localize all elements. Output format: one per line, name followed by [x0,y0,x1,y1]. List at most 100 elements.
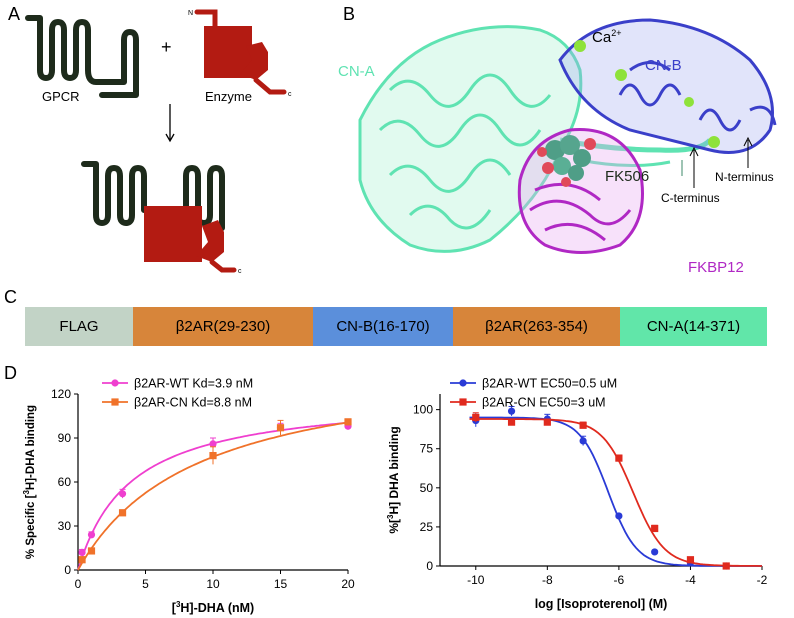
x-tick-label: -8 [542,573,553,587]
legend-marker [459,398,467,406]
enzyme-n-label: N [188,10,193,17]
n-terminus-arrow-head [743,136,753,147]
data-point [615,512,623,520]
construct-segment: CN-B(16-170) [313,307,453,346]
fusion-c-label: c [238,268,242,275]
x-axis-label: [3H]-DHA (nM) [172,600,254,615]
panel-a-schematic: GPCR + N c Enzyme c [25,9,292,275]
series-curve [469,418,762,567]
ca-label: Ca2+ [592,28,621,46]
fkbp12-structure [517,128,644,254]
y-tick-label: 60 [58,475,72,489]
data-point [579,437,587,445]
x-axis-label: log [Isoproterenol] (M) [535,597,668,611]
construct-segment: FLAG [25,307,133,346]
fk506-ligand [537,135,596,187]
legend-label: β2AR-CN Kd=8.8 nM [134,396,252,410]
ca-ion [574,40,586,52]
series-curve [469,416,762,567]
data-point [276,424,285,432]
cn-a-label: CN-A [338,63,375,80]
enzyme-n-tail [194,9,218,31]
enzyme-label: Enzyme [205,89,252,104]
y-tick-label: 90 [58,431,72,445]
data-point [87,547,96,555]
ca-ion [615,69,627,81]
x-tick-label: 5 [142,577,149,591]
fusion-c-tail [209,259,237,273]
construct-segment: CN-A(14-371) [620,307,767,346]
y-tick-label: 25 [420,520,434,534]
legend-label: β2AR-WT Kd=3.9 nM [134,377,253,391]
data-point [209,452,217,460]
data-point [651,548,659,556]
x-tick-label: 0 [75,577,82,591]
data-point [507,418,516,426]
x-tick-label: -6 [614,573,625,587]
data-point [87,531,96,539]
data-point [209,440,217,448]
panel-letter-c: C [4,287,17,307]
enzyme-c-label: c [288,91,292,98]
enzyme-c-tail [253,77,287,95]
enzyme-domain [240,42,268,80]
panel-letter-b: B [343,4,356,24]
data-point [543,418,551,426]
c-terminus-label: C-terminus [661,191,720,205]
ca-ion [684,97,694,107]
fusion-arrow-head [165,133,175,143]
legend-marker [111,398,119,406]
data-point [472,413,480,422]
construct-segment: β2AR(263-354) [453,307,620,346]
fusion-gpcr-shape [81,161,225,231]
x-tick-label: 15 [274,577,288,591]
x-tick-label: 20 [341,577,355,591]
data-point [78,548,86,556]
fusion-enzyme-domain [196,220,224,262]
data-point [615,454,623,462]
plus-sign: + [161,37,172,57]
x-tick-label: 10 [206,577,220,591]
y-tick-label: 120 [51,387,71,401]
y-axis-label: %[3H] DHA binding [386,426,401,533]
c-terminus-arrow-head [689,146,699,157]
y-tick-label: 75 [420,442,434,456]
x-tick-label: -10 [467,573,485,587]
y-tick-label: 0 [426,559,433,573]
data-point [722,562,730,570]
data-point [579,421,587,429]
legend-marker [111,379,119,387]
fusion-enzyme-block [144,206,202,262]
y-tick-label: 0 [64,563,71,577]
y-axis-label: % Specific [3H]-DHA binding [22,405,37,559]
ca-ion [708,136,720,148]
fk506-label: FK506 [605,168,649,185]
data-point [78,556,86,564]
data-point [118,490,127,498]
fkbp12-label: FKBP12 [688,259,744,276]
legend-marker [459,379,467,387]
panel-letter-a: A [8,4,21,24]
cn-a-structure [358,25,712,253]
saturation-binding-chart: 0 30 60 90 120 0 5 10 15 20 β2AR-WT Kd=3.9 nM β2AR-… [22,377,355,616]
data-point [118,509,127,517]
gpcr-label: GPCR [42,89,80,104]
data-point [507,407,516,415]
gpcr-shape [25,15,139,98]
construct-segment: β2AR(29-230) [133,307,313,346]
x-tick-label: -4 [685,573,696,587]
panel-b-structure: CN-A CN-B Ca2+ FKBP12 FK506 C-terminus [338,18,777,276]
y-tick-label: 100 [413,403,433,417]
competition-binding-chart: 0 25 50 75 100 -10 -8 -6 -4 -2 β2AR-WT EC50=0.5 uM… [386,377,768,612]
cn-b-label: CN-B [645,57,682,74]
cn-b-structure [558,18,777,154]
data-point [344,418,352,426]
data-point [686,556,695,564]
x-tick-label: -2 [757,573,768,587]
y-tick-label: 50 [420,481,434,495]
y-tick-label: 30 [58,519,72,533]
panel-letter-d: D [4,363,17,383]
legend-label: β2AR-WT EC50=0.5 uM [482,377,617,391]
data-point [651,524,659,533]
legend-label: β2AR-CN EC50=3 uM [482,396,606,410]
